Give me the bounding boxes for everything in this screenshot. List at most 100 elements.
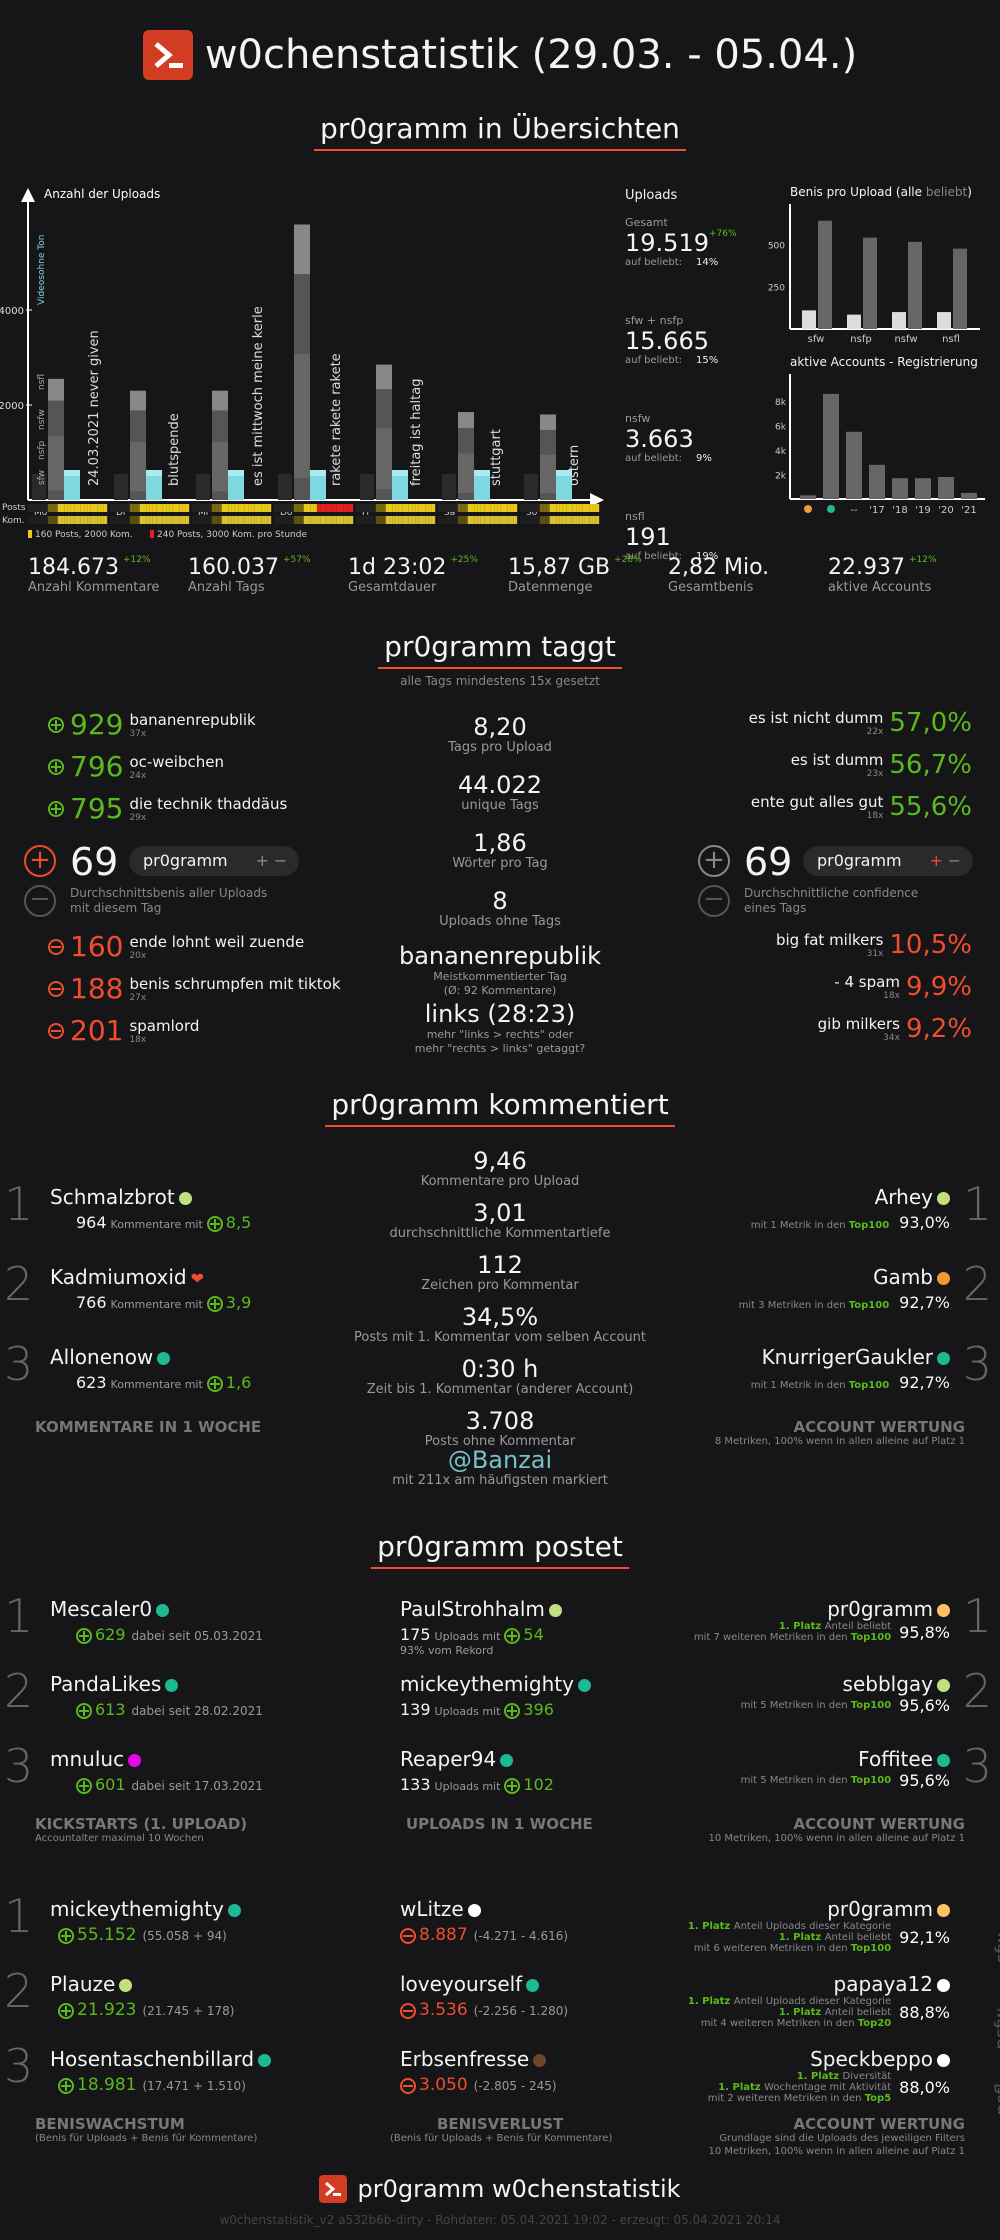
tag-confidence-row[interactable]: gib milkers 34x 9,2%	[818, 1014, 972, 1044]
tag-confidence-row[interactable]: es ist nicht dumm 22x 57,0%	[749, 708, 972, 738]
user-name[interactable]: loveyourself	[400, 1972, 522, 1996]
benis-loss-entry[interactable]: loveyourself 3.536 (-2.256 - 1.280)	[400, 1972, 568, 2020]
user-name[interactable]: pr0gramm	[827, 1897, 933, 1921]
uploader-entry[interactable]: mickeythemighty 139 Uploads mit 396	[400, 1672, 591, 1719]
account-rating-entry[interactable]: Arhey mit 1 Metrik in den Top100 93,0%	[751, 1185, 950, 1232]
user-name[interactable]: Reaper94	[400, 1747, 496, 1771]
benis-bar-beliebt	[863, 238, 877, 329]
kickstart-entry[interactable]: PandaLikes 613 dabei seit 28.02.2021	[50, 1672, 263, 1719]
tag-confidence-row[interactable]: - 4 spam 18x 9,9%	[834, 972, 972, 1002]
user-name[interactable]: Hosentaschenbillard	[50, 2047, 254, 2071]
tag-pill-minus-icon[interactable]: −	[274, 846, 287, 876]
commenter-entry[interactable]: Kadmiumoxid ❤ 766 Kommentare mit 3,9	[50, 1265, 251, 1312]
user-name[interactable]: Erbsenfresse	[400, 2047, 529, 2071]
user-name[interactable]: Foffitee	[858, 1747, 933, 1771]
vote-up-icon[interactable]: +	[698, 845, 730, 877]
kickstart-entry[interactable]: Mescaler0 629 dabei seit 05.03.2021	[50, 1597, 263, 1644]
top-badge: Top5	[865, 2093, 891, 2104]
user-name[interactable]: Gamb	[873, 1265, 933, 1289]
benis-bar-alle	[892, 312, 906, 329]
user-name[interactable]: Allonenow	[50, 1345, 153, 1369]
user-name[interactable]: wLitze	[400, 1897, 464, 1921]
benis-gain-entry[interactable]: Plauze 21.923 (21.745 + 178)	[50, 1972, 234, 2020]
user-name[interactable]: papaya12	[834, 1972, 933, 1996]
key-a-label: 160 Posts, 2000 Kom.	[35, 530, 133, 540]
rating-pct: 92,7%	[899, 1293, 950, 1312]
most-marked-user-name[interactable]: @Banzai	[300, 1446, 700, 1474]
commenter-entry[interactable]: Allonenow 623 Kommentare mit 1,6	[50, 1345, 251, 1392]
user-name[interactable]: Mescaler0	[50, 1597, 152, 1621]
plus-icon	[76, 1628, 92, 1644]
top-badge: Top100	[849, 1220, 889, 1231]
uploader-entry[interactable]: PaulStrohhalm 175 Uploads mit 54 93% vom Rek…	[400, 1597, 562, 1657]
tag-pill[interactable]: pr0gramm + −	[803, 846, 973, 876]
comment-stat-label: Kommentare pro Upload	[300, 1175, 700, 1189]
account-rating-entry[interactable]: Foffitee mit 5 Metriken in den Top100 95,6…	[741, 1747, 950, 1790]
tag-benis-row[interactable]: 795 die technik thaddäus 29x	[48, 792, 287, 825]
uploader-entry[interactable]: Reaper94 133 Uploads mit 102	[400, 1747, 554, 1794]
commenter-entry[interactable]: Schmalzbrot 964 Kommentare mit 8,5	[50, 1185, 251, 1232]
category-rating-entry[interactable]: pr0gramm 1. Platz Anteil Uploads dieser K…	[688, 1897, 950, 1954]
place-metric: Anteil beliebt	[825, 1621, 891, 1632]
comment-stat-label: Posts mit 1. Kommentar vom selben Accoun…	[300, 1331, 700, 1345]
benis-loss-entry[interactable]: Erbsenfresse 3.050 (-2.805 - 245)	[400, 2047, 557, 2095]
user-name[interactable]: Arhey	[875, 1185, 933, 1209]
plus-icon	[58, 1928, 74, 1944]
user-name[interactable]: pr0gramm	[827, 1597, 933, 1621]
user-name[interactable]: Plauze	[50, 1972, 115, 1996]
tag-pill-plus-icon[interactable]: +	[256, 846, 269, 876]
user-name[interactable]: Kadmiumoxid	[50, 1265, 187, 1289]
tag-confidence-row[interactable]: es ist dumm 23x 56,7%	[791, 750, 972, 780]
benis-gain-entry[interactable]: Hosentaschenbillard 18.981 (17.471 + 1.510…	[50, 2047, 271, 2095]
account-rating-entry[interactable]: pr0gramm 1. Platz Anteil beliebt mit 7 wei…	[694, 1597, 950, 1643]
user-name[interactable]: Schmalzbrot	[50, 1185, 175, 1209]
tag-confidence-row[interactable]: big fat milkers 31x 10,5%	[776, 930, 972, 960]
user-name[interactable]: mickeythemighty	[50, 1897, 224, 1921]
tag-benis-row[interactable]: 160 ende lohnt weil zuende 20x	[48, 930, 304, 963]
user-name[interactable]: mickeythemighty	[400, 1672, 574, 1696]
tag-benis-row[interactable]: 201 spamlord 18x	[48, 1014, 199, 1047]
user-name[interactable]: PandaLikes	[50, 1672, 161, 1696]
tag-confidence-row[interactable]: ente gut alles gut 18x 55,6%	[751, 792, 972, 822]
tag-name: - 4 spam	[834, 973, 900, 991]
category-label: sfw	[992, 1933, 1000, 1963]
user-name[interactable]: Speckbeppo	[810, 2047, 933, 2071]
vote-down-icon[interactable]: −	[698, 885, 730, 917]
category-rating-entry[interactable]: papaya12 1. Platz Anteil Uploads dieser K…	[688, 1972, 950, 2029]
benis-loss-entry[interactable]: wLitze 8.887 (-4.271 - 4.616)	[400, 1897, 568, 1945]
account-rating-entry[interactable]: KnurrigerGaukler mit 1 Metrik in den Top1…	[751, 1345, 950, 1392]
category-rating-entry[interactable]: Speckbeppo 1. Platz Diversität 1. Platz Wo…	[708, 2047, 950, 2104]
vote-down-icon[interactable]: −	[24, 885, 56, 917]
vote-up-icon[interactable]: +	[24, 845, 56, 877]
series-legend-label: ohne Ton	[37, 235, 47, 276]
tag-count: 18x	[834, 991, 900, 1001]
tag-benis-row[interactable]: 929 bananenrepublik 37x	[48, 708, 256, 741]
user-name[interactable]: KnurrigerGaukler	[762, 1345, 933, 1369]
account-rating-entry[interactable]: Gamb mit 3 Metriken in den Top100 92,7%	[739, 1265, 950, 1312]
series-legend-label: Videos	[37, 275, 47, 305]
user-name[interactable]: sebblgay	[843, 1672, 933, 1696]
most-marked-user-label: mit 211x am häufigsten markiert	[300, 1474, 700, 1488]
place-badge: 1. Platz	[718, 2082, 764, 2093]
place-metric: Diversität	[843, 2071, 892, 2082]
account-rating-entry[interactable]: sebblgay mit 5 Metriken in den Top100 95,6…	[741, 1672, 950, 1715]
key-b-swatch	[150, 530, 154, 538]
tag-pill-minus-icon[interactable]: −	[948, 846, 961, 876]
kickstart-entry[interactable]: mnuluc 601 dabei seit 17.03.2021	[50, 1747, 263, 1794]
tag-pill-plus-icon[interactable]: +	[930, 846, 943, 876]
tag-pill[interactable]: pr0gramm + −	[129, 846, 299, 876]
user-name[interactable]: PaulStrohhalm	[400, 1597, 545, 1621]
accounts-bar	[915, 478, 931, 499]
user-name[interactable]: mnuluc	[50, 1747, 124, 1771]
tag-benis-row[interactable]: 188 benis schrumpfen mit tiktok 27x	[48, 972, 341, 1005]
tag-stat-value: 44.022	[300, 771, 700, 799]
uploads-item-delta: +76%	[709, 229, 737, 239]
heart-icon: ❤	[191, 1269, 204, 1288]
posts-rating-label: ACCOUNT WERTUNG	[793, 1815, 965, 1833]
tag-benis-row[interactable]: 796 oc-weibchen 24x	[48, 750, 224, 783]
benis-gain-entry[interactable]: mickeythemighty 55.152 (55.058 + 94)	[50, 1897, 241, 1945]
user-mark-icon	[937, 1192, 950, 1205]
user-mark-icon	[578, 1679, 591, 1692]
section-title-overview: pr0gramm in Übersichten	[0, 112, 1000, 151]
kickstart-benis: 613	[95, 1700, 126, 1719]
